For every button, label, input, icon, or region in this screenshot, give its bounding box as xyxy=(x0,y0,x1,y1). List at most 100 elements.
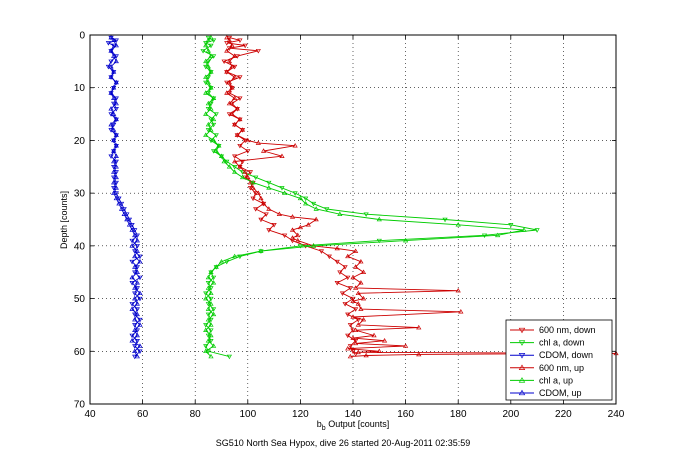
x-tick-label: 220 xyxy=(555,409,572,420)
data-point xyxy=(203,327,209,332)
data-point xyxy=(221,158,227,164)
data-point xyxy=(229,63,235,69)
x-axis-label-main: b xyxy=(317,419,322,429)
y-axis-label: Depth [counts] xyxy=(59,191,69,249)
data-point xyxy=(247,170,254,175)
y-tick-label: 40 xyxy=(74,241,86,252)
data-point xyxy=(111,85,117,90)
data-point xyxy=(108,74,114,79)
data-point xyxy=(358,258,364,264)
x-tick-label: 160 xyxy=(397,409,414,420)
data-point xyxy=(334,245,340,251)
data-point xyxy=(381,338,388,343)
data-point xyxy=(350,296,356,302)
data-point xyxy=(232,53,238,58)
data-point xyxy=(229,85,235,90)
data-point xyxy=(347,344,353,349)
data-point xyxy=(250,196,256,202)
data-point xyxy=(137,317,143,323)
data-point xyxy=(360,269,367,274)
data-point xyxy=(232,253,238,259)
data-point xyxy=(229,111,235,116)
data-point xyxy=(132,348,138,354)
data-point xyxy=(203,132,209,137)
data-point xyxy=(216,143,222,148)
data-point xyxy=(282,233,288,239)
data-point xyxy=(324,207,330,212)
data-point xyxy=(276,211,282,216)
data-point xyxy=(210,137,217,143)
data-point xyxy=(208,69,214,74)
data-point xyxy=(355,290,361,296)
x-axis-label-rest: Output [counts] xyxy=(326,419,390,429)
data-point xyxy=(111,37,117,43)
data-point xyxy=(210,38,217,43)
data-point xyxy=(232,74,238,79)
data-point xyxy=(132,327,138,332)
data-point xyxy=(132,232,138,238)
data-point xyxy=(416,324,422,330)
data-point xyxy=(113,116,119,122)
data-point xyxy=(134,248,140,253)
data-point xyxy=(239,127,246,132)
data-point xyxy=(111,53,117,58)
data-point xyxy=(113,195,119,201)
data-point xyxy=(350,349,356,354)
data-point xyxy=(234,106,240,111)
data-point xyxy=(342,265,348,270)
data-point xyxy=(108,34,114,40)
data-point xyxy=(442,217,448,223)
data-point xyxy=(297,224,304,230)
data-point xyxy=(108,106,114,111)
data-point xyxy=(345,345,351,351)
data-point xyxy=(232,158,238,164)
legend-swatch-marker xyxy=(518,353,526,359)
x-tick-label: 180 xyxy=(450,409,467,420)
data-point xyxy=(210,95,217,101)
data-point xyxy=(292,191,298,196)
data-point xyxy=(137,349,143,354)
data-point xyxy=(208,85,214,90)
data-point xyxy=(113,174,119,180)
data-point xyxy=(205,79,211,85)
data-point xyxy=(218,153,225,158)
data-point xyxy=(208,328,214,333)
legend-swatch-marker xyxy=(518,340,526,346)
data-point xyxy=(113,58,119,64)
data-point xyxy=(134,311,140,317)
legend-label: chl a, up xyxy=(539,375,573,385)
data-point xyxy=(105,41,112,46)
data-point xyxy=(132,295,138,301)
data-point xyxy=(253,175,259,181)
data-point xyxy=(237,75,243,80)
data-point xyxy=(279,186,285,191)
data-point xyxy=(203,90,209,95)
y-tick-label: 30 xyxy=(74,189,86,200)
data-point xyxy=(113,132,119,137)
data-point xyxy=(237,38,243,43)
data-point xyxy=(337,211,343,216)
x-tick-label: 120 xyxy=(292,409,309,420)
legend-box xyxy=(505,319,613,401)
data-point xyxy=(353,327,359,332)
data-point xyxy=(129,333,135,339)
legend: 600 nm, down chl a, down CDOM, down 600 nm,… xyxy=(505,319,613,401)
data-point xyxy=(345,253,351,259)
data-point xyxy=(111,169,117,174)
data-point xyxy=(121,211,127,216)
chart-caption: SG510 North Sea Hypox, dive 26 started 2… xyxy=(216,438,471,448)
x-tick-label: 140 xyxy=(345,409,362,420)
data-point xyxy=(416,351,422,357)
legend-label: chl a, down xyxy=(539,338,585,348)
data-point xyxy=(134,301,140,306)
legend-label: CDOM, down xyxy=(539,350,593,360)
data-point xyxy=(303,196,309,202)
y-tick-label: 50 xyxy=(74,294,86,305)
series-group xyxy=(203,34,527,359)
data-point xyxy=(208,127,214,132)
data-point xyxy=(337,270,343,275)
data-point xyxy=(258,217,264,223)
data-point xyxy=(237,164,243,169)
data-point xyxy=(205,306,211,311)
